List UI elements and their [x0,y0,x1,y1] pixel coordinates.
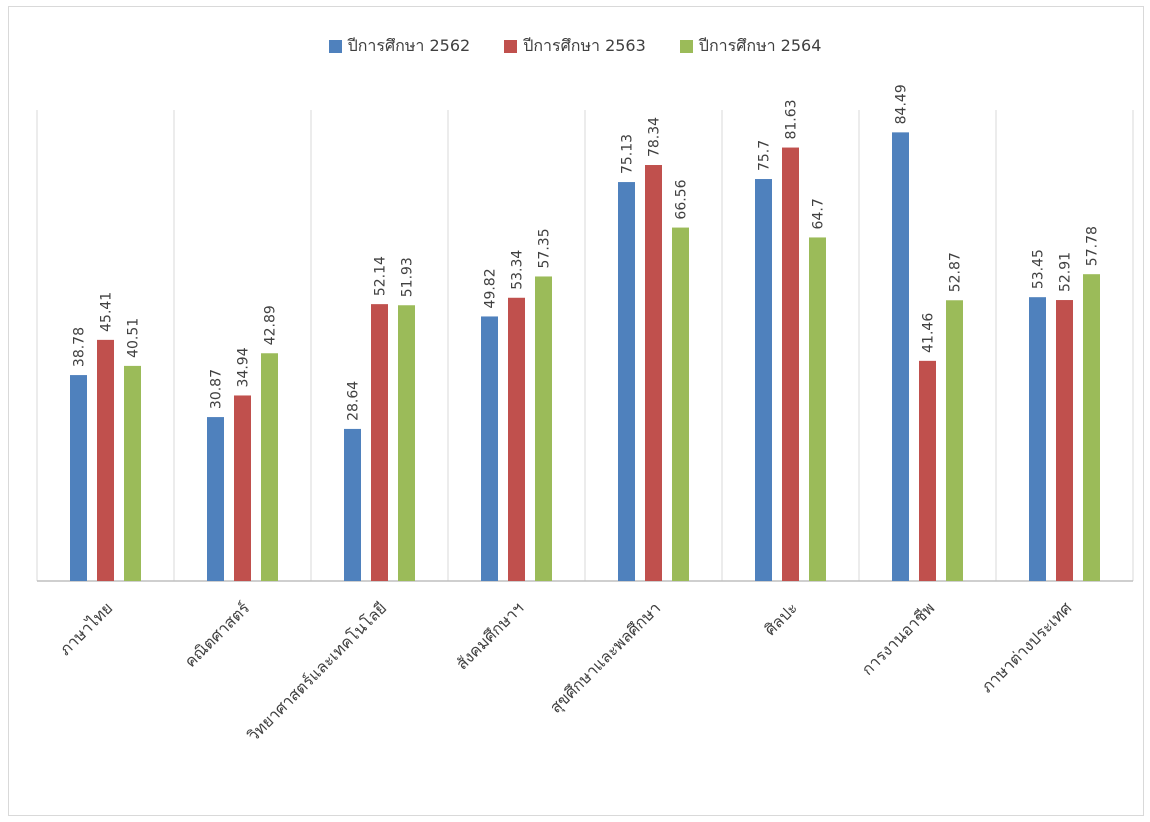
bar [124,365,141,581]
data-label: 53.45 [1031,249,1047,289]
bar [371,304,388,581]
legend-swatch-2564 [679,40,693,53]
chart-frame [8,6,1144,816]
legend-label-2564: ปีการศึกษา 2564 [698,36,822,55]
category-label: ภาษาไทย [55,598,116,659]
data-label: 42.89 [263,305,279,345]
bar [344,428,361,581]
category-label: สังคมศึกษาฯ [452,598,527,673]
bar [892,132,909,581]
data-label: 75.13 [620,134,636,174]
data-label: 52.91 [1058,252,1074,292]
legend-item-2562: ปีการศึกษา 2562 [328,34,471,59]
bar [645,165,662,582]
data-label: 81.63 [784,99,800,139]
category-label: สุขศึกษาและพลศึกษา [546,598,665,717]
bar [755,179,772,581]
bar [919,360,936,581]
data-label: 38.78 [72,327,88,367]
bar [535,276,552,581]
data-label: 53.34 [510,250,526,290]
bar [97,339,114,581]
bar [672,227,689,581]
legend-item-2564: ปีการศึกษา 2564 [679,34,822,59]
data-label: 28.64 [346,381,362,421]
data-label: 78.34 [647,117,663,157]
bar [1083,274,1100,581]
data-label: 75.7 [757,140,773,171]
bar [1029,297,1046,581]
data-label: 30.87 [209,369,225,409]
bar [261,353,278,581]
data-label: 64.7 [811,198,827,229]
bar [1056,300,1073,581]
category-label: ศิลปะ [761,598,802,639]
category-label: คณิตศาสตร์ [181,598,254,671]
data-label: 34.94 [236,347,252,387]
data-label: 49.82 [483,268,499,308]
bar [618,182,635,581]
bar [398,305,415,581]
data-label: 45.41 [99,292,115,332]
bar [481,316,498,581]
data-label: 41.46 [921,313,937,353]
legend-swatch-2562 [328,40,342,53]
legend: ปีการศึกษา 2562 ปีการศึกษา 2563 ปีการศึก… [0,34,1150,59]
legend-label-2562: ปีการศึกษา 2562 [347,36,471,55]
data-label: 52.14 [373,256,389,296]
bar [508,297,525,581]
bar [70,375,87,581]
category-label: การงานอาชีพ [858,598,939,679]
legend-swatch-2563 [504,40,518,53]
data-label: 84.49 [894,84,910,124]
legend-item-2563: ปีการศึกษา 2563 [504,34,646,59]
data-label: 52.87 [948,252,964,292]
bar [234,395,251,581]
data-label: 51.93 [400,257,416,297]
legend-label-2563: ปีการศึกษา 2563 [523,36,646,55]
category-label: วิทยาศาสตร์และเทคโนโลยี [244,598,391,745]
bar [946,300,963,581]
data-label: 40.51 [126,318,142,358]
bar [207,417,224,581]
category-label: ภาษาต่างประเทศ [977,598,1075,696]
data-label: 57.35 [537,228,553,268]
bar [782,147,799,582]
data-label: 66.56 [674,179,690,219]
bar [809,237,826,581]
data-label: 57.78 [1085,226,1101,266]
